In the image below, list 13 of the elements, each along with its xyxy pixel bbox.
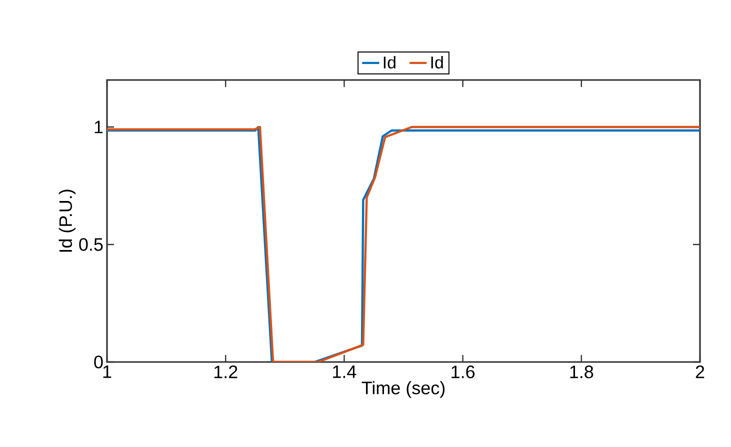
legend-label: Id xyxy=(431,56,443,69)
x-tick-label: 2 xyxy=(696,366,704,378)
y-tick-label: 0 xyxy=(94,356,103,368)
y-tick-label: 0.5 xyxy=(79,238,103,251)
x-tick-label: 1.6 xyxy=(452,366,475,378)
y-axis-title: Id (P.U.) xyxy=(58,190,76,252)
x-tick-label: 1.8 xyxy=(570,366,594,378)
x-tick-label: 1.2 xyxy=(214,366,238,378)
y-tick-label: 1 xyxy=(94,120,103,134)
x-tick-label: 1.4 xyxy=(333,366,356,378)
legend-label: Id xyxy=(384,56,396,69)
x-axis-title: Time (sec) xyxy=(362,381,445,398)
x-tick-label: 1 xyxy=(103,366,112,378)
